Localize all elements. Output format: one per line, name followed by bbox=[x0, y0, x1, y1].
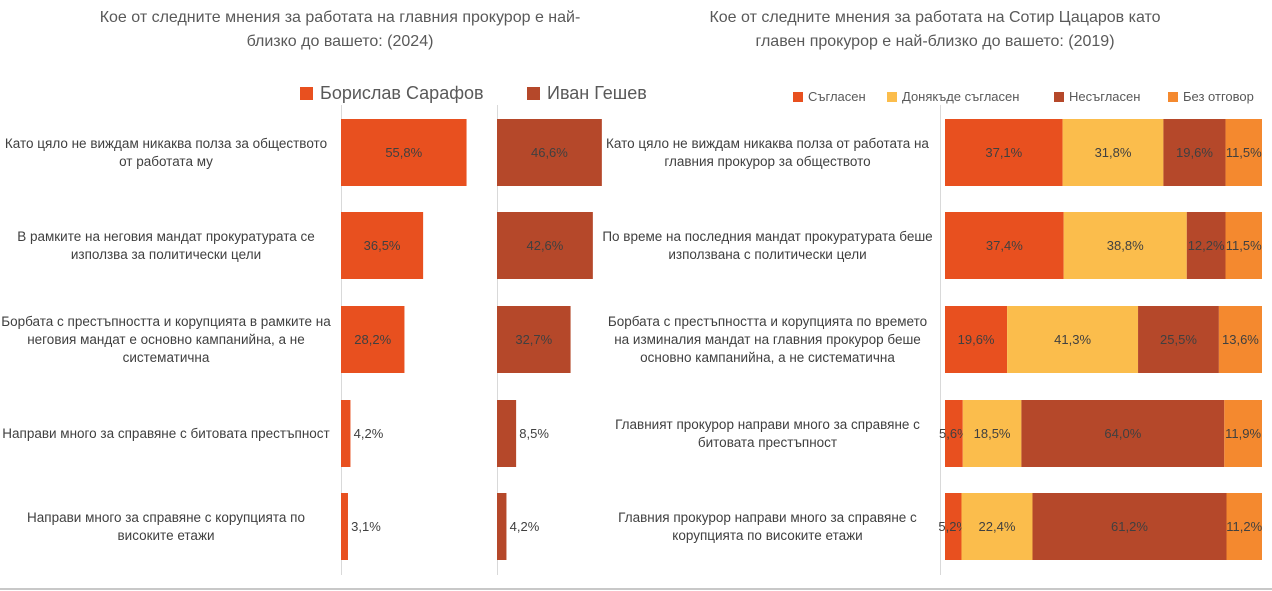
stack-segment bbox=[945, 119, 1063, 186]
stack-segment bbox=[1063, 212, 1187, 279]
stack-segment bbox=[961, 493, 1033, 560]
data-label: 32,7% bbox=[515, 332, 552, 347]
stack-segment bbox=[1224, 400, 1262, 467]
stack-segment bbox=[1186, 212, 1226, 279]
data-label: 13,6% bbox=[1222, 332, 1259, 347]
stack-segment bbox=[945, 212, 1064, 279]
data-label: 41,3% bbox=[1054, 332, 1091, 347]
bar-sarafov bbox=[341, 400, 351, 467]
legend-swatch bbox=[1168, 91, 1178, 102]
legend-label: Иван Гешев bbox=[547, 83, 647, 103]
category-label: Направи много за справяне с битовата пре… bbox=[2, 425, 330, 441]
legend-swatch bbox=[527, 87, 540, 100]
data-label: 37,4% bbox=[986, 238, 1023, 253]
data-label: 11,2% bbox=[1226, 519, 1262, 534]
legend-item-no-answer: Без отговор bbox=[1168, 89, 1254, 104]
category-label: Направи много за справяне с корупцията п… bbox=[27, 509, 305, 543]
stack-segment bbox=[1163, 119, 1226, 186]
data-label: 28,2% bbox=[354, 332, 391, 347]
stack-segment bbox=[1021, 400, 1225, 467]
category-label: Главният прокурор направи много за справ… bbox=[615, 416, 920, 450]
legend-label: Съгласен bbox=[808, 89, 866, 104]
category-label: В рамките на неговия мандат прокуратурат… bbox=[17, 228, 315, 262]
data-label: 42,6% bbox=[526, 238, 563, 253]
legend-label: Борислав Сарафов bbox=[320, 83, 484, 103]
stack-segment bbox=[945, 306, 1008, 373]
legend-item-sarafov: Борислав Сарафов bbox=[300, 83, 484, 104]
data-label: 61,2% bbox=[1111, 519, 1148, 534]
category-label: Борбата с престъпността и корупцията по … bbox=[607, 313, 928, 365]
data-label: 5,2% bbox=[938, 519, 968, 534]
legend-swatch bbox=[300, 87, 313, 100]
data-label: 11,9% bbox=[1225, 426, 1261, 441]
left-chart-title: Кое от следните мнения за работата на гл… bbox=[99, 9, 581, 50]
bar-sarafov bbox=[341, 119, 467, 186]
data-label: 8,5% bbox=[519, 426, 549, 441]
data-label: 64,0% bbox=[1104, 426, 1141, 441]
data-label: 4,2% bbox=[354, 426, 384, 441]
legend-item-geshev: Иван Гешев bbox=[527, 83, 647, 104]
data-label: 19,6% bbox=[958, 332, 995, 347]
stack-segment bbox=[1226, 493, 1262, 560]
data-label: 25,5% bbox=[1160, 332, 1197, 347]
category-label: Борбата с престъпността и корупцията в р… bbox=[1, 313, 331, 365]
bar-geshev bbox=[497, 212, 593, 279]
category-label: По време на последния мандат прокуратура… bbox=[602, 228, 933, 262]
legend-label: Несъгласен bbox=[1069, 89, 1141, 104]
bar-geshev bbox=[497, 493, 507, 560]
category-label: Главния прокурор направи много за справя… bbox=[618, 509, 917, 543]
stack-segment bbox=[945, 493, 962, 560]
bottom-divider bbox=[0, 588, 1272, 590]
legend-item-agree: Съгласен bbox=[793, 89, 866, 104]
legend-item-disagree: Несъгласен bbox=[1054, 89, 1140, 104]
right-chart-title: Кое от следните мнения за работата на Со… bbox=[709, 9, 1161, 50]
data-label: 3,1% bbox=[351, 519, 381, 534]
bar-geshev bbox=[497, 400, 517, 467]
bar-sarafov bbox=[341, 212, 424, 279]
data-label: 18,5% bbox=[974, 426, 1011, 441]
data-label: 37,1% bbox=[985, 145, 1022, 160]
stack-segment bbox=[962, 400, 1022, 467]
data-label: 5,6% bbox=[939, 426, 969, 441]
stack-segment bbox=[945, 400, 963, 467]
category-label: Като цяло не виждам никаква полза за общ… bbox=[4, 135, 328, 169]
legend-item-somewhat-agree: Донякъде съгласен bbox=[887, 89, 1019, 104]
stack-segment bbox=[1225, 119, 1262, 186]
stack-segment bbox=[1218, 306, 1262, 373]
bar-geshev bbox=[497, 119, 602, 186]
data-label: 46,6% bbox=[531, 145, 568, 160]
bar-sarafov bbox=[341, 493, 348, 560]
bar-sarafov bbox=[341, 306, 405, 373]
bar-geshev bbox=[497, 306, 571, 373]
data-label: 12,2% bbox=[1188, 238, 1225, 253]
legend-label: Без отговор bbox=[1183, 89, 1254, 104]
stack-segment bbox=[1225, 212, 1262, 279]
data-label: 38,8% bbox=[1107, 238, 1144, 253]
stack-segment bbox=[1138, 306, 1219, 373]
stack-segment bbox=[1007, 306, 1139, 373]
stack-segment bbox=[1032, 493, 1227, 560]
stack-segment bbox=[1062, 119, 1164, 186]
legend-label: Донякъде съгласен bbox=[902, 89, 1020, 104]
data-label: 55,8% bbox=[385, 145, 422, 160]
data-label: 36,5% bbox=[364, 238, 401, 253]
data-label: 19,6% bbox=[1176, 145, 1213, 160]
data-label: 11,5% bbox=[1226, 145, 1262, 160]
category-label: Като цяло не виждам никаква полза от раб… bbox=[606, 135, 929, 169]
legend-swatch bbox=[1054, 91, 1064, 102]
data-label: 4,2% bbox=[510, 519, 540, 534]
data-label: 31,8% bbox=[1095, 145, 1132, 160]
data-label: 22,4% bbox=[979, 519, 1016, 534]
legend-swatch bbox=[793, 91, 803, 102]
legend-swatch bbox=[887, 91, 897, 102]
data-label: 11,5% bbox=[1226, 238, 1262, 253]
